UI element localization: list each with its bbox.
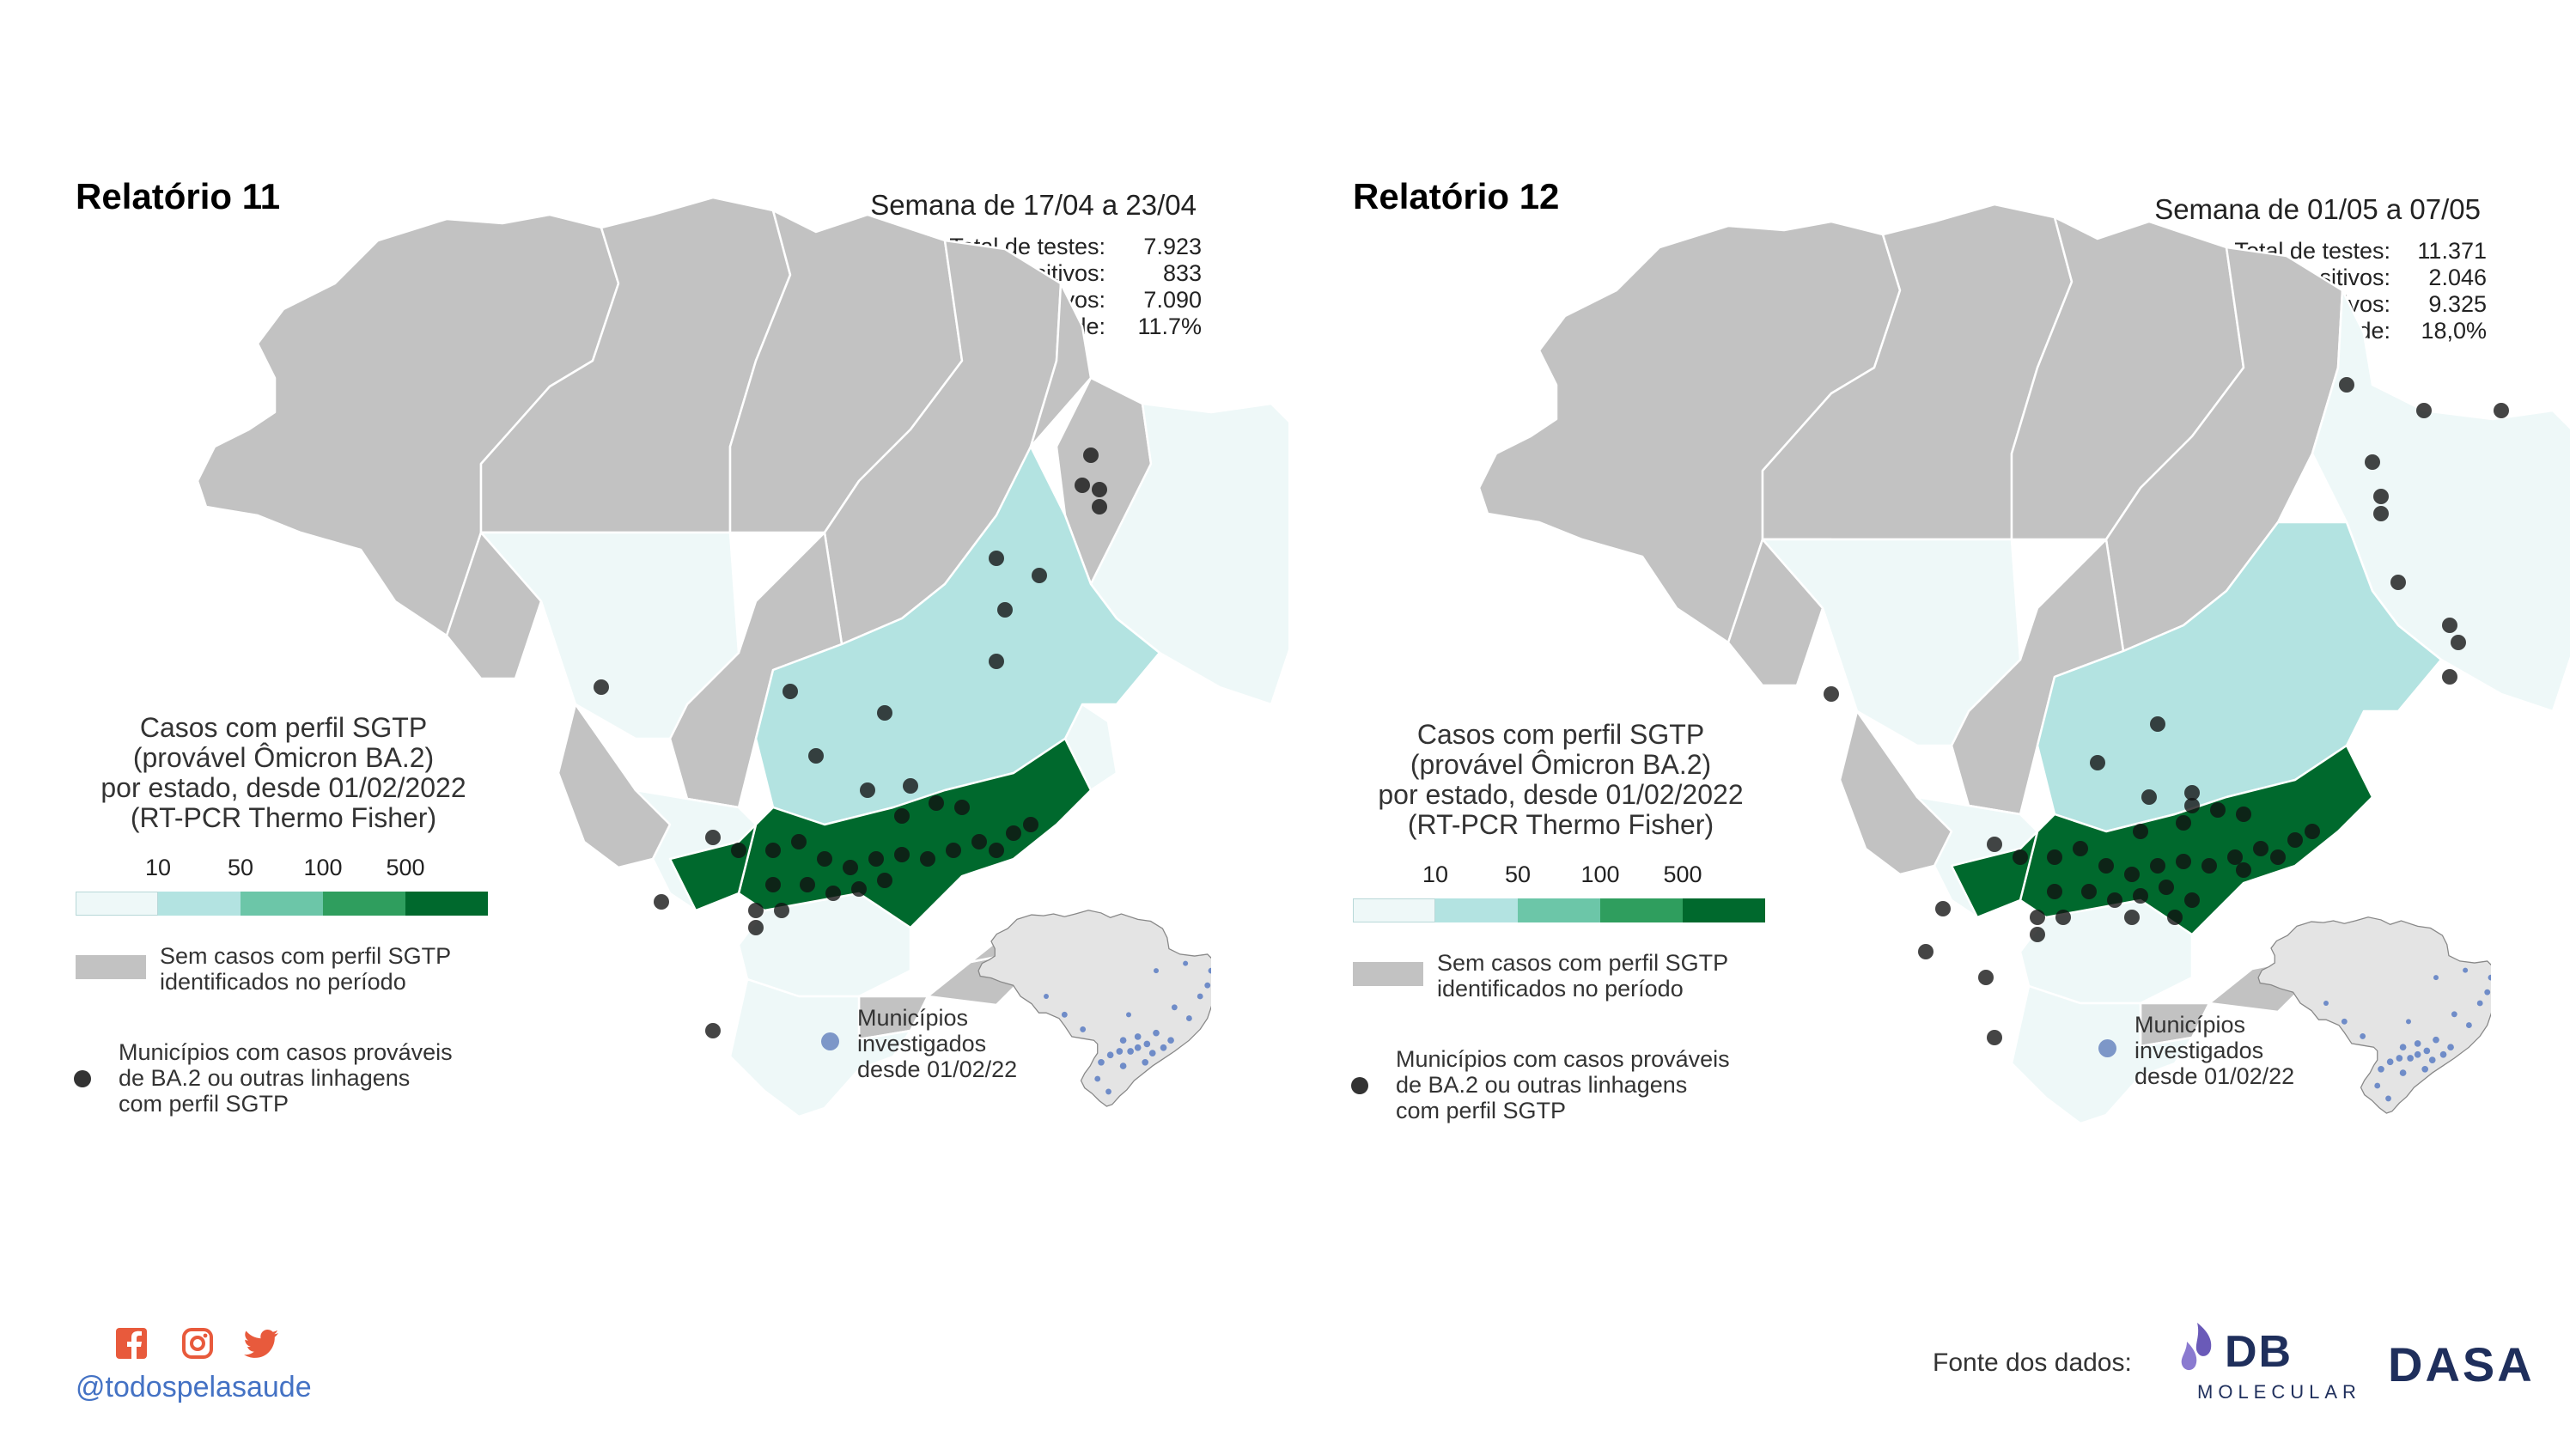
states-no-cases [1477, 203, 2344, 1048]
twitter-icon[interactable] [244, 1330, 278, 1359]
dasa-logo: DASA [2388, 1337, 2535, 1391]
legend-colorbar-11 [76, 892, 488, 916]
legend-bin-4 [323, 892, 405, 916]
legend-bin-5 [1683, 898, 1765, 922]
logo-db-text: DB [2225, 1327, 2293, 1377]
inset-map-12 [2257, 916, 2491, 1114]
legend-no-cases-swatch-11 [76, 955, 146, 979]
legend-bin-3 [1518, 898, 1600, 922]
legend-title-12: Casos com perfil SGTP (provável Ômicron B… [1378, 719, 1744, 840]
legend-point-symbol-12 [1351, 1077, 1368, 1094]
legend-bin-2 [1435, 898, 1518, 922]
legend-bin-4 [1600, 898, 1683, 922]
report-12-map [1477, 203, 2570, 1125]
investigated-points [1044, 960, 1211, 1095]
db-logo-mark-icon [2181, 1323, 2212, 1371]
legend-no-cases-swatch-12 [1353, 962, 1423, 986]
instagram-icon[interactable] [182, 1328, 213, 1359]
states-no-cases [196, 196, 1153, 1041]
facebook-icon[interactable] [116, 1328, 147, 1359]
report-11-title: Relatório 11 [76, 176, 281, 216]
source-label: Fonte dos dados: [1933, 1349, 2132, 1377]
stat-total-tests: Total de testes: 11.371 [2234, 238, 2487, 264]
legend-investigated-symbol-11 [821, 1032, 839, 1050]
db-molecular-logo: DB MOLECULAR [2171, 1321, 2369, 1407]
legend-ticks-12: 10 50 100 500 [1422, 861, 1702, 887]
legend-bin-1 [1353, 898, 1435, 922]
legend-point-text-11: Municípios com casos prováveis de BA.2 ou… [119, 1039, 453, 1117]
legend-investigated-symbol-12 [2098, 1039, 2116, 1057]
municipality-points [594, 447, 1107, 1038]
municipality-points [1824, 377, 2509, 1045]
legend-ticks-11: 10 50 100 500 [144, 855, 425, 880]
legend-title-11: Casos com perfil SGTP (provável Ômicron B… [100, 712, 466, 833]
social-handle[interactable]: @todospelasaude [76, 1371, 312, 1403]
legend-point-symbol-11 [74, 1070, 91, 1087]
legend-no-cases-text-11: Sem casos com perfil SGTP identificados n… [160, 943, 452, 995]
investigated-points [2323, 967, 2491, 1102]
states-10-50 [479, 402, 1288, 1118]
legend-investigated-text-12: Municípios investigados desde 01/02/22 [2134, 1012, 2295, 1089]
legend-bin-2 [158, 892, 241, 916]
report-11-map [196, 196, 1288, 1118]
report-12-week: Semana de 01/05 a 07/05 [2154, 193, 2481, 225]
inset-map-11 [977, 910, 1211, 1107]
legend-bin-3 [241, 892, 323, 916]
legend-investigated-text-11: Municípios investigados desde 01/02/22 [857, 1005, 1018, 1082]
legend-no-cases-text-12: Sem casos com perfil SGTP identificados n… [1437, 950, 1729, 1002]
report-11-week: Semana de 17/04 a 23/04 [870, 189, 1197, 221]
logo-molecular-text: MOLECULAR [2197, 1381, 2361, 1403]
report-12-title: Relatório 12 [1353, 176, 1560, 216]
legend-colorbar-12 [1353, 898, 1765, 922]
legend-bin-1 [76, 892, 158, 916]
legend-bin-5 [405, 892, 488, 916]
legend-point-text-12: Municípios com casos prováveis de BA.2 ou… [1396, 1046, 1730, 1123]
